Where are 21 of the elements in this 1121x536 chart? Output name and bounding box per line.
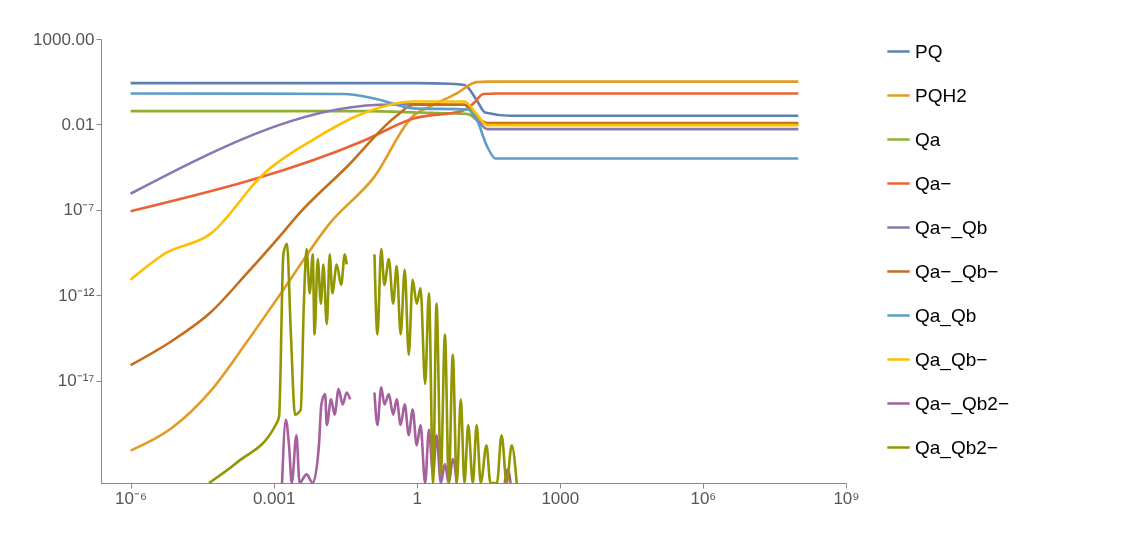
x-tick-label: 10⁻⁶ — [115, 488, 148, 508]
legend-label: Qa− — [915, 172, 952, 194]
y-tick-label: 0.01 — [61, 114, 95, 134]
y-tick-label: 10⁻¹² — [58, 285, 95, 305]
legend-label: Qa_Qb — [915, 304, 977, 327]
legend-label: Qa−_Qb2− — [915, 392, 1010, 415]
y-tick-label: 10⁻¹⁷ — [57, 371, 95, 391]
legend-label: PQ — [915, 40, 943, 62]
legend-label: Qa−_Qb− — [915, 260, 999, 283]
x-tick-label: 10⁶ — [690, 488, 717, 508]
legend-label: Qa_Qb− — [915, 348, 988, 371]
legend-label: Qa — [915, 128, 941, 150]
legend-label: PQH2 — [915, 84, 967, 106]
y-tick-label: 10⁻⁷ — [63, 200, 95, 220]
x-tick-label: 1 — [412, 488, 422, 508]
x-tick-label: 0.001 — [252, 488, 296, 508]
legend-label: Qa_Qb2− — [915, 436, 998, 459]
legend-label: Qa−_Qb — [915, 216, 988, 239]
x-tick-label: 10⁹ — [833, 488, 860, 508]
x-tick-label: 1000 — [541, 488, 580, 508]
y-tick-label: 1000.00 — [33, 29, 95, 49]
